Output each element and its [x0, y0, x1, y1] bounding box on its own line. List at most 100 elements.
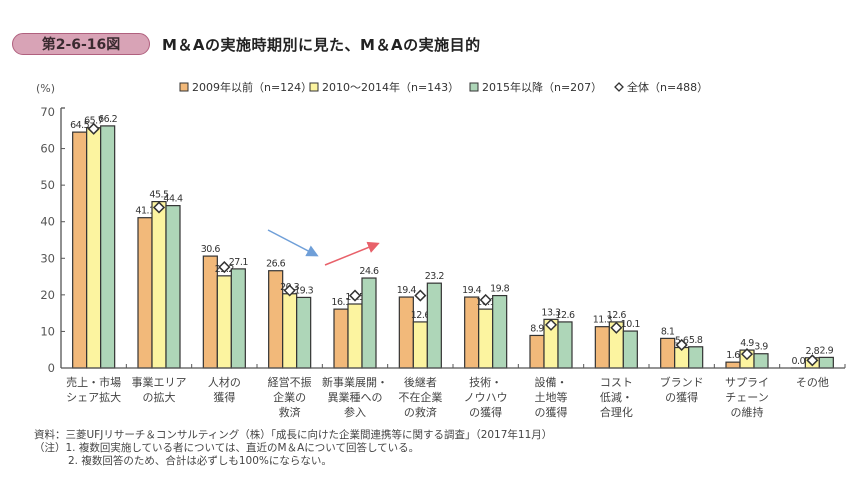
y-tick-label: 0 — [48, 361, 55, 375]
bar-value-label: 12.6 — [555, 310, 575, 321]
bar — [412, 321, 428, 369]
chart-notes: 資料：三菱UFJリサーチ＆コンサルティング（株）「成長に向けた企業間連携等に関す… — [34, 429, 552, 468]
bar-value-label: 12.6 — [411, 310, 431, 321]
bar — [216, 275, 232, 369]
bar-value-label: 65.7 — [84, 116, 104, 127]
category-label: 事業エリア — [132, 376, 187, 389]
bar — [151, 201, 167, 369]
category-label: チェーン — [725, 391, 768, 404]
category-label: サプライ — [725, 376, 769, 389]
overall-marker — [283, 284, 296, 297]
bar-value-label: 27.1 — [229, 257, 249, 268]
y-tick-label: 70 — [40, 105, 55, 119]
decrease-arrow-icon — [267, 229, 319, 257]
bar-value-label: 8.9 — [530, 323, 544, 334]
bar — [426, 282, 442, 369]
figure-title: M＆Aの実施時期別に見た、M＆Aの実施目的 — [162, 35, 481, 54]
category-label: 土地等 — [535, 390, 568, 404]
category-label: の獲得 — [665, 391, 698, 404]
bar — [688, 346, 704, 369]
bar — [137, 217, 153, 369]
y-tick-label: 30 — [40, 251, 55, 265]
bar-value-label: 45.5 — [149, 190, 169, 201]
bar — [529, 334, 545, 369]
bar — [72, 131, 88, 369]
bar — [725, 361, 741, 369]
overall-marker — [348, 289, 362, 302]
bar-value-label: 8.1 — [661, 326, 675, 337]
overall-marker — [675, 338, 688, 352]
legend-label: 2015年以降（n=207） — [482, 80, 602, 94]
bar — [86, 127, 102, 369]
category-label: 異業種への — [328, 390, 383, 404]
overall-marker — [740, 348, 754, 361]
bar-value-label: 3.9 — [754, 342, 768, 353]
category-label: 不在企業 — [398, 390, 442, 404]
bar-value-label: 26.6 — [266, 259, 286, 270]
bar — [282, 293, 298, 369]
bar — [557, 321, 573, 369]
bar — [594, 326, 610, 369]
overall-marker — [152, 201, 166, 214]
increase-arrow-icon — [324, 241, 380, 266]
category-label: ノウハウ — [464, 391, 508, 404]
bar — [492, 294, 508, 369]
legend-swatch — [179, 82, 189, 92]
bar-value-label: 11.3 — [593, 315, 613, 326]
bar — [818, 356, 834, 369]
overall-marker — [544, 318, 558, 331]
category-label: 設備・ — [535, 375, 568, 389]
bar-value-label: 12.6 — [607, 310, 627, 321]
category-label: 売上・市場 — [66, 375, 121, 389]
bar-value-label: 44.4 — [163, 194, 183, 205]
category-label: の救済 — [404, 405, 437, 419]
legend-swatch — [309, 82, 319, 92]
bar-value-label: 2.9 — [820, 345, 834, 356]
bar — [100, 125, 116, 369]
legend-label: 全体（n=488） — [627, 80, 708, 94]
bar-value-label: 1.6 — [726, 350, 740, 361]
category-label: 企業の — [273, 390, 306, 404]
overall-marker — [806, 354, 819, 367]
category-label: コスト — [600, 376, 633, 389]
category-label: ブランド — [660, 375, 704, 389]
legend-diamond-icon — [614, 82, 624, 92]
category-label: の拡大 — [143, 390, 176, 404]
bar — [230, 268, 246, 369]
bar-value-label: 30.6 — [201, 244, 221, 255]
category-label: の獲得 — [469, 406, 502, 419]
bar-value-label: 23.2 — [425, 271, 445, 282]
bar — [622, 330, 638, 369]
bar-value-label: 0.0 — [792, 356, 806, 367]
bar-value-label: 41.1 — [135, 206, 155, 217]
annotations — [267, 229, 380, 266]
bar-value-label: 4.9 — [740, 338, 754, 349]
y-tick-label: 60 — [40, 142, 55, 156]
category-label: の獲得 — [535, 406, 568, 419]
figure-number-badge: 第2-6-16図 — [12, 33, 150, 55]
bar — [361, 277, 377, 369]
category-label: 後継者 — [404, 375, 437, 389]
category-label: 人材の — [208, 375, 241, 389]
bar-value-label: 64.5 — [70, 120, 90, 131]
bar-value-label: 24.6 — [359, 266, 379, 277]
y-axis-unit-label: (%) — [36, 82, 55, 95]
category-label: 合理化 — [600, 405, 633, 419]
overall-marker — [218, 261, 231, 274]
bar — [753, 353, 769, 369]
bar-value-label: 13.3 — [541, 307, 561, 318]
note-1: （注）1. 複数回実施している者については、直近のM＆Aについて回答している。 — [34, 442, 420, 454]
bar-value-label: 10.1 — [621, 319, 641, 330]
legend-label: 2010～2014年（n=143） — [322, 80, 459, 94]
y-axis: 0 10 20 30 40 50 60 70 — [40, 105, 65, 375]
legend-label: 2009年以前（n=124） — [192, 80, 312, 94]
category-label: の維持 — [731, 405, 764, 419]
bar-value-label: 16.1 — [331, 297, 351, 308]
bar-value-label: 66.2 — [98, 114, 118, 125]
bar-chart: (%) 2009年以前（n=124） 2010～2014年（n=143） 2015年… — [36, 80, 846, 419]
overall-marker — [479, 293, 492, 307]
category-label: 参入 — [344, 405, 366, 419]
category-label: 低減・ — [600, 390, 633, 404]
bar-value-label: 2.8 — [806, 346, 820, 357]
